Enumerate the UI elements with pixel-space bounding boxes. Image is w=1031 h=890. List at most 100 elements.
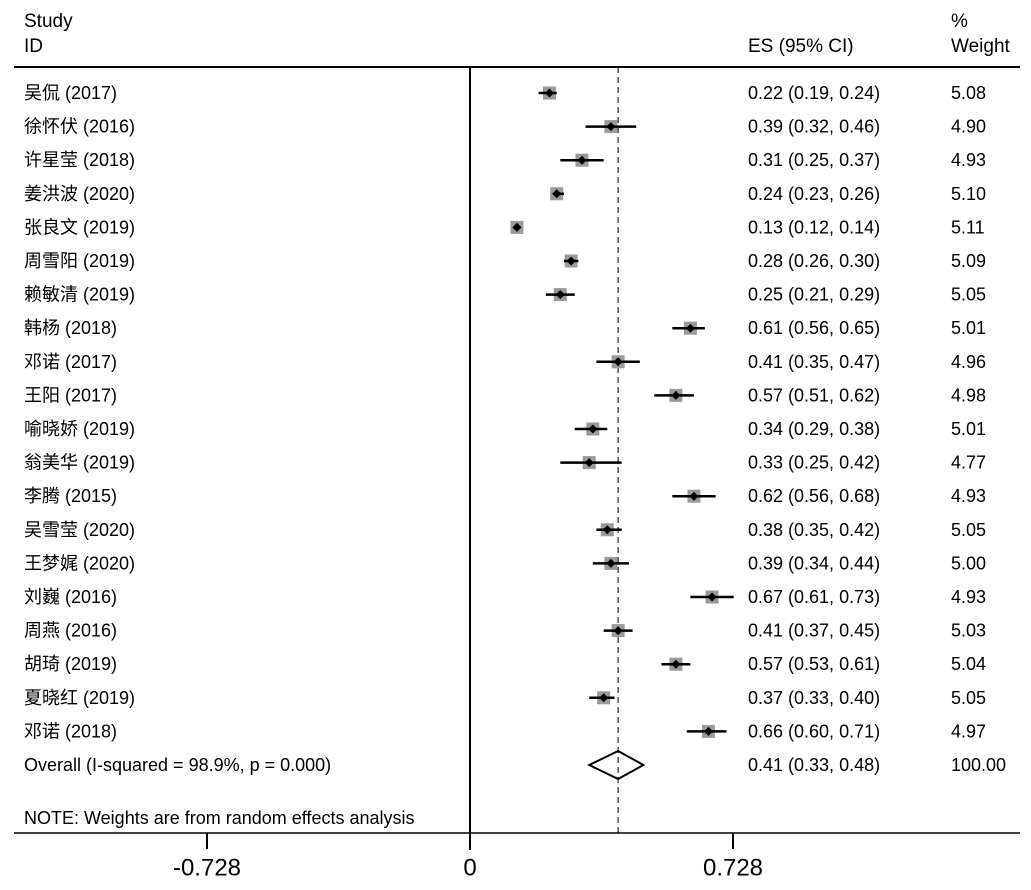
point-estimate xyxy=(613,626,623,636)
study-label: 胡琦 (2019) xyxy=(24,654,117,674)
point-estimate xyxy=(566,256,576,266)
study-weight: 4.96 xyxy=(951,352,986,372)
study-row: 许星莹 (2018) 0.31 (0.25, 0.37) 4.93 xyxy=(24,150,986,170)
study-row: 王阳 (2017) 0.57 (0.51, 0.62) 4.98 xyxy=(24,385,986,405)
study-weight: 5.01 xyxy=(951,318,986,338)
study-weight: 5.05 xyxy=(951,688,986,708)
overall-diamond xyxy=(586,749,646,781)
study-row: 邓诺 (2018) 0.66 (0.60, 0.71) 4.97 xyxy=(24,721,986,741)
study-effect-size: 0.66 (0.60, 0.71) xyxy=(748,721,880,741)
point-estimate xyxy=(512,222,522,232)
study-row: 姜洪波 (2020) 0.24 (0.23, 0.26) 5.10 xyxy=(24,184,986,204)
study-weight: 5.10 xyxy=(951,184,986,204)
point-estimate xyxy=(707,592,717,602)
point-estimate xyxy=(703,726,713,736)
point-estimate xyxy=(577,155,587,165)
study-label: 吴侃 (2017) xyxy=(24,83,117,103)
study-header-line2: ID xyxy=(24,36,43,57)
point-estimate xyxy=(544,88,554,98)
point-estimate xyxy=(555,290,565,300)
overall-label: Overall (I-squared = 98.9%, p = 0.000) xyxy=(24,755,331,775)
study-row: 王梦娓 (2020) 0.39 (0.34, 0.44) 5.00 xyxy=(24,553,986,573)
study-row: 吴侃 (2017) 0.22 (0.19, 0.24) 5.08 xyxy=(24,83,986,103)
study-row: 张良文 (2019) 0.13 (0.12, 0.14) 5.11 xyxy=(24,217,985,237)
study-weight: 5.08 xyxy=(951,83,986,103)
study-label: 周雪阳 (2019) xyxy=(24,251,135,271)
study-weight: 5.00 xyxy=(951,553,986,573)
study-label: 李腾 (2015) xyxy=(24,486,117,506)
study-label: 徐怀伏 (2016) xyxy=(24,117,135,137)
study-weight: 5.03 xyxy=(951,621,986,641)
study-row: 周燕 (2016) 0.41 (0.37, 0.45) 5.03 xyxy=(24,621,986,641)
study-row: 邓诺 (2017) 0.41 (0.35, 0.47) 4.96 xyxy=(24,352,986,372)
study-rows: 吴侃 (2017) 0.22 (0.19, 0.24) 5.08 徐怀伏 (2016)… xyxy=(24,83,986,741)
study-row: 夏晓红 (2019) 0.37 (0.33, 0.40) 5.05 xyxy=(24,688,986,708)
study-row: 喻晓娇 (2019) 0.34 (0.29, 0.38) 5.01 xyxy=(24,419,986,439)
point-estimate xyxy=(613,357,623,367)
weight-header-line1: % xyxy=(951,11,968,32)
study-row: 李腾 (2015) 0.62 (0.56, 0.68) 4.93 xyxy=(24,486,986,506)
x-tick-label: 0 xyxy=(463,855,476,882)
study-label: 邓诺 (2017) xyxy=(24,352,117,372)
study-effect-size: 0.61 (0.56, 0.65) xyxy=(748,318,880,338)
study-row: 徐怀伏 (2016) 0.39 (0.32, 0.46) 4.90 xyxy=(24,117,986,137)
study-label: 王阳 (2017) xyxy=(24,385,117,405)
study-header-line1: Study xyxy=(24,11,73,32)
study-effect-size: 0.31 (0.25, 0.37) xyxy=(748,150,880,170)
study-row: 翁美华 (2019) 0.33 (0.25, 0.42) 4.77 xyxy=(24,453,986,473)
x-tick-label: 0.728 xyxy=(703,855,763,882)
study-effect-size: 0.28 (0.26, 0.30) xyxy=(748,251,880,271)
study-weight: 5.05 xyxy=(951,285,986,305)
study-row: 吴雪莹 (2020) 0.38 (0.35, 0.42) 5.05 xyxy=(24,520,986,540)
study-row: 胡琦 (2019) 0.57 (0.53, 0.61) 5.04 xyxy=(24,654,986,674)
study-effect-size: 0.37 (0.33, 0.40) xyxy=(748,688,880,708)
study-effect-size: 0.13 (0.12, 0.14) xyxy=(748,217,880,237)
study-label: 周燕 (2016) xyxy=(24,621,117,641)
point-estimate xyxy=(584,458,594,468)
study-weight: 5.09 xyxy=(951,251,986,271)
point-estimate xyxy=(689,491,699,501)
study-weight: 4.97 xyxy=(951,721,986,741)
study-label: 翁美华 (2019) xyxy=(24,453,135,473)
study-effect-size: 0.39 (0.34, 0.44) xyxy=(748,553,880,573)
point-estimate xyxy=(671,659,681,669)
overall-weight: 100.00 xyxy=(951,755,1006,775)
point-estimate xyxy=(606,122,616,132)
es-header: ES (95% CI) xyxy=(748,36,854,57)
study-weight: 4.93 xyxy=(951,486,986,506)
study-effect-size: 0.62 (0.56, 0.68) xyxy=(748,486,880,506)
study-label: 夏晓红 (2019) xyxy=(24,688,135,708)
study-weight: 4.77 xyxy=(951,453,986,473)
study-row: 刘巍 (2016) 0.67 (0.61, 0.73) 4.93 xyxy=(24,587,986,607)
study-label: 喻晓娇 (2019) xyxy=(24,419,135,439)
overall-row: Overall (I-squared = 98.9%, p = 0.000) 0.… xyxy=(24,749,1006,781)
study-row: 赖敏清 (2019) 0.25 (0.21, 0.29) 5.05 xyxy=(24,285,986,305)
x-tick-label: -0.728 xyxy=(173,855,241,882)
point-estimate xyxy=(685,323,695,333)
weight-header-line2: Weight xyxy=(951,36,1010,57)
study-weight: 5.05 xyxy=(951,520,986,540)
study-effect-size: 0.25 (0.21, 0.29) xyxy=(748,285,880,305)
point-estimate xyxy=(602,525,612,535)
study-effect-size: 0.67 (0.61, 0.73) xyxy=(748,587,880,607)
x-axis: -0.728 0 0.728 xyxy=(173,833,763,882)
study-effect-size: 0.39 (0.32, 0.46) xyxy=(748,117,880,137)
overall-effect-size: 0.41 (0.33, 0.48) xyxy=(748,755,880,775)
point-estimate xyxy=(606,558,616,568)
study-weight: 4.90 xyxy=(951,117,986,137)
study-label: 姜洪波 (2020) xyxy=(24,184,135,204)
weights-note: NOTE: Weights are from random effects an… xyxy=(24,808,415,828)
study-row: 韩杨 (2018) 0.61 (0.56, 0.65) 5.01 xyxy=(24,318,986,338)
study-effect-size: 0.38 (0.35, 0.42) xyxy=(748,520,880,540)
study-effect-size: 0.33 (0.25, 0.42) xyxy=(748,453,880,473)
study-label: 刘巍 (2016) xyxy=(24,587,117,607)
study-weight: 4.98 xyxy=(951,385,986,405)
study-weight: 5.11 xyxy=(951,217,985,237)
study-weight: 5.01 xyxy=(951,419,986,439)
study-label: 赖敏清 (2019) xyxy=(24,285,135,305)
study-label: 吴雪莹 (2020) xyxy=(24,520,135,540)
study-effect-size: 0.41 (0.37, 0.45) xyxy=(748,621,880,641)
study-label: 张良文 (2019) xyxy=(24,217,135,237)
study-label: 邓诺 (2018) xyxy=(24,721,117,741)
